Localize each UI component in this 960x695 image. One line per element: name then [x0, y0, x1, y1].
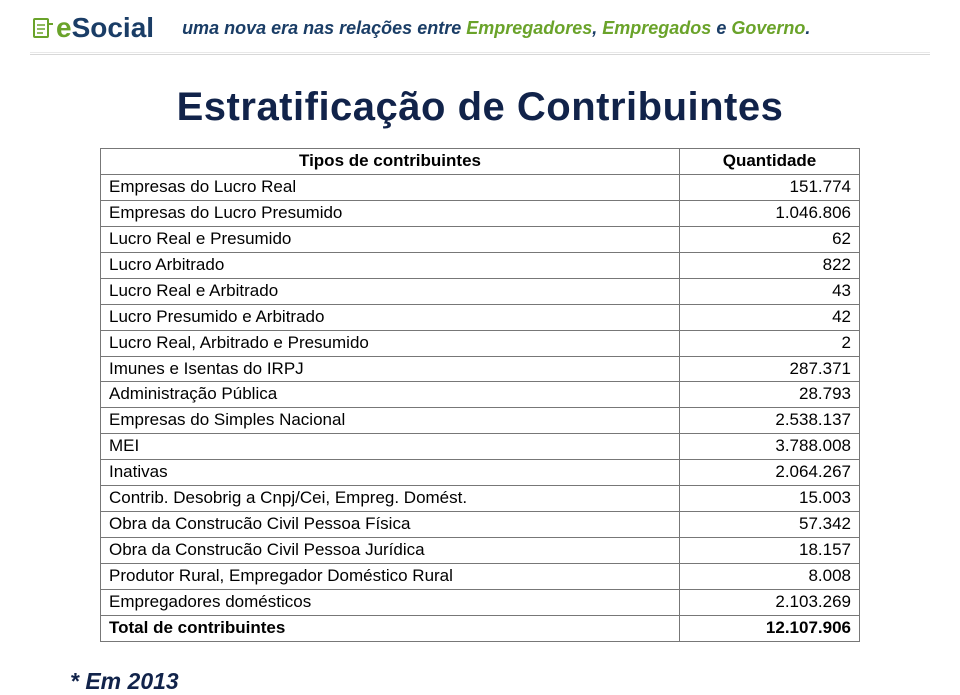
table-header-row: Tipos de contribuintes Quantidade [101, 149, 860, 175]
cell-label: Lucro Real, Arbitrado e Presumido [101, 330, 680, 356]
table-row: Lucro Real, Arbitrado e Presumido2 [101, 330, 860, 356]
cell-value: 8.008 [680, 564, 860, 590]
tagline-end: . [805, 18, 810, 38]
cell-label: Empresas do Lucro Real [101, 174, 680, 200]
table-row: Lucro Real e Presumido62 [101, 226, 860, 252]
cell-label: Lucro Presumido e Arbitrado [101, 304, 680, 330]
table-row: Lucro Arbitrado822 [101, 252, 860, 278]
cell-value: 151.774 [680, 174, 860, 200]
cell-label: Contrib. Desobrig a Cnpj/Cei, Empreg. Do… [101, 486, 680, 512]
table-row: Imunes e Isentas do IRPJ287.371 [101, 356, 860, 382]
main-content: Estratificação de Contribuintes Tipos de… [0, 55, 960, 695]
tagline: uma nova era nas relações entre Empregad… [182, 18, 810, 39]
table-row: Administração Pública28.793 [101, 382, 860, 408]
cell-label: Inativas [101, 460, 680, 486]
total-value: 12.107.906 [680, 615, 860, 641]
cell-label: Empresas do Lucro Presumido [101, 200, 680, 226]
cell-label: Obra da Construcão Civil Pessoa Física [101, 512, 680, 538]
document-icon [30, 16, 54, 40]
cell-label: Empregadores domésticos [101, 589, 680, 615]
table-row: MEI3.788.008 [101, 434, 860, 460]
table-row: Empregadores domésticos2.103.269 [101, 589, 860, 615]
cell-value: 822 [680, 252, 860, 278]
total-label: Total de contribuintes [101, 615, 680, 641]
cell-value: 2.064.267 [680, 460, 860, 486]
col-header-qty: Quantidade [680, 149, 860, 175]
esocial-logo: eSocial [30, 12, 154, 44]
cell-label: Obra da Construcão Civil Pessoa Jurídica [101, 538, 680, 564]
cell-value: 1.046.806 [680, 200, 860, 226]
cell-label: Administração Pública [101, 382, 680, 408]
footnote-year: * Em 2013 [70, 668, 860, 695]
cell-value: 43 [680, 278, 860, 304]
table-total-row: Total de contribuintes12.107.906 [101, 615, 860, 641]
cell-label: Lucro Real e Arbitrado [101, 278, 680, 304]
logo-e: e [56, 12, 72, 43]
cell-value: 2.103.269 [680, 589, 860, 615]
cell-value: 3.788.008 [680, 434, 860, 460]
table-row: Obra da Construcão Civil Pessoa Física57… [101, 512, 860, 538]
tagline-h2: Empregados [602, 18, 711, 38]
header-bar: eSocial uma nova era nas relações entre … [0, 0, 960, 52]
cell-label: MEI [101, 434, 680, 460]
cell-label: Empresas do Simples Nacional [101, 408, 680, 434]
table-row: Empresas do Lucro Presumido1.046.806 [101, 200, 860, 226]
table-row: Empresas do Simples Nacional2.538.137 [101, 408, 860, 434]
cell-value: 2.538.137 [680, 408, 860, 434]
table-row: Contrib. Desobrig a Cnpj/Cei, Empreg. Do… [101, 486, 860, 512]
logo-text: eSocial [56, 12, 154, 44]
cell-label: Lucro Real e Presumido [101, 226, 680, 252]
table-row: Empresas do Lucro Real151.774 [101, 174, 860, 200]
cell-value: 28.793 [680, 382, 860, 408]
cell-value: 62 [680, 226, 860, 252]
cell-label: Produtor Rural, Empregador Doméstico Rur… [101, 564, 680, 590]
table-row: Lucro Real e Arbitrado43 [101, 278, 860, 304]
cell-label: Imunes e Isentas do IRPJ [101, 356, 680, 382]
tagline-sep1: , [592, 18, 602, 38]
col-header-type: Tipos de contribuintes [101, 149, 680, 175]
contributors-table: Tipos de contribuintes Quantidade Empres… [100, 148, 860, 642]
cell-value: 42 [680, 304, 860, 330]
tagline-h1: Empregadores [466, 18, 592, 38]
tagline-sep2: e [711, 18, 731, 38]
logo-social: Social [72, 12, 154, 43]
tagline-part1: uma nova era nas relações entre [182, 18, 466, 38]
tagline-h3: Governo [731, 18, 805, 38]
cell-value: 2 [680, 330, 860, 356]
cell-value: 18.157 [680, 538, 860, 564]
cell-value: 287.371 [680, 356, 860, 382]
cell-value: 15.003 [680, 486, 860, 512]
table-row: Obra da Construcão Civil Pessoa Jurídica… [101, 538, 860, 564]
cell-label: Lucro Arbitrado [101, 252, 680, 278]
page-title: Estratificação de Contribuintes [100, 85, 860, 130]
cell-value: 57.342 [680, 512, 860, 538]
table-row: Inativas2.064.267 [101, 460, 860, 486]
table-row: Lucro Presumido e Arbitrado42 [101, 304, 860, 330]
table-row: Produtor Rural, Empregador Doméstico Rur… [101, 564, 860, 590]
